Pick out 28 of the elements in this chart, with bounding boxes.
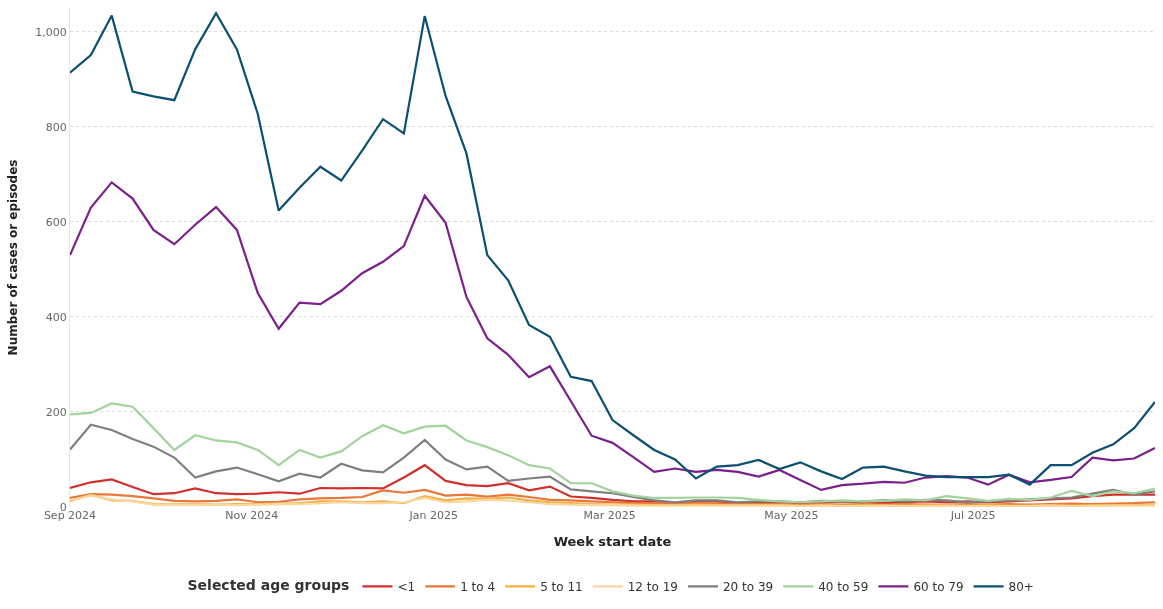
y-tick-label: 800 xyxy=(45,120,67,134)
x-tick-label: May 2025 xyxy=(764,509,819,522)
y-tick-label: 200 xyxy=(45,405,67,419)
legend-label: 40 to 59 xyxy=(818,580,869,595)
x-axis-title: Week start date xyxy=(553,533,672,549)
y-tick-label: 0 xyxy=(59,500,67,514)
x-tick-label: Mar 2025 xyxy=(583,509,636,522)
legend-label: 60 to 79 xyxy=(913,580,964,595)
legend-label: 20 to 39 xyxy=(722,580,774,595)
legend-label: <1 xyxy=(397,580,416,595)
legend-label: 1 to 4 xyxy=(460,580,496,595)
legend-title: Selected age groups xyxy=(187,577,350,594)
legend-label: 5 to 11 xyxy=(540,580,583,595)
y-tick-label: 600 xyxy=(45,215,67,229)
y-axis-title: Number of cases or episodes xyxy=(5,159,20,356)
legend-label: 12 to 19 xyxy=(627,580,678,595)
x-tick-label: Jul 2025 xyxy=(949,509,996,522)
line-series xyxy=(70,423,1155,504)
line-series xyxy=(70,402,1155,504)
line-series xyxy=(70,464,1155,505)
y-tick-label: 1,000 xyxy=(35,25,67,39)
legend-label: 80+ xyxy=(1008,580,1034,595)
x-tick-label: Jan 2025 xyxy=(408,509,458,522)
line-series xyxy=(70,488,1155,506)
line-series xyxy=(70,12,1155,486)
y-tick-label: 400 xyxy=(45,310,67,324)
x-tick-label: Nov 2024 xyxy=(225,509,279,522)
line-series xyxy=(70,181,1155,491)
